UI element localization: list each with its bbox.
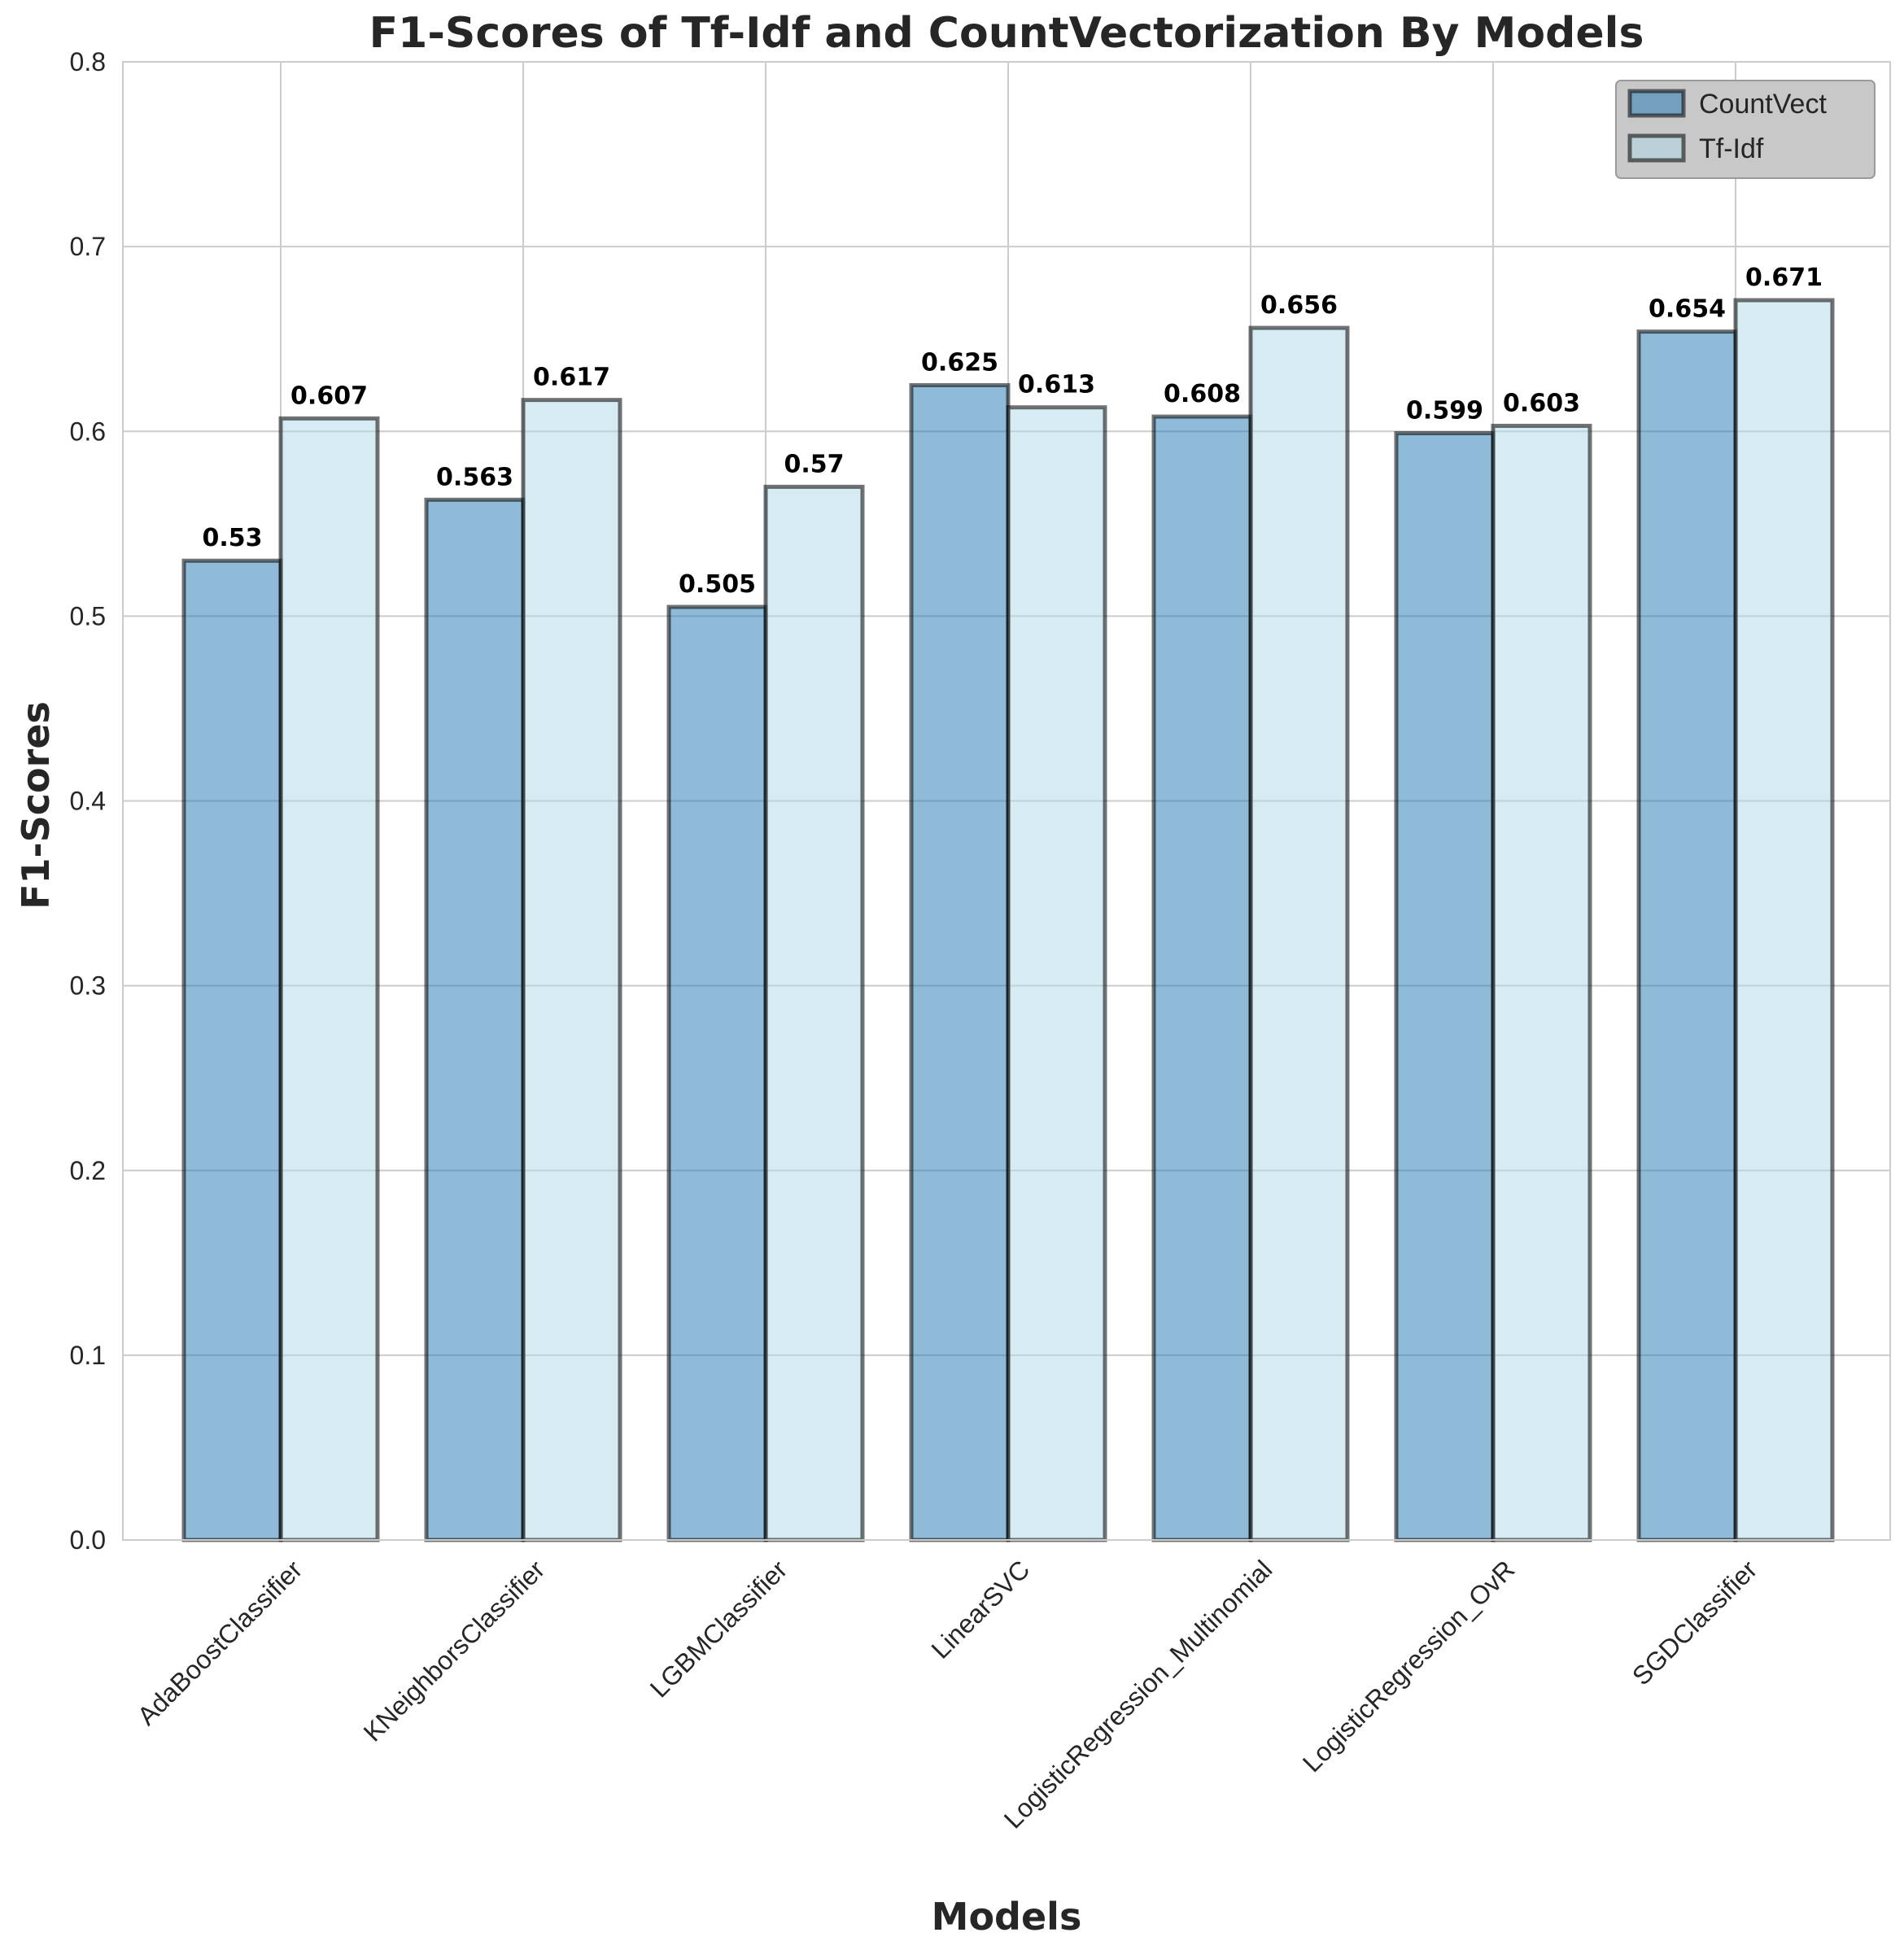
x-axis-ticks: AdaBoostClassifier KNeighborsClassifier LG… [132, 1555, 1763, 1834]
y-axis-label: F1-Scores [14, 701, 58, 910]
value-label-tfidf: 0.607 [290, 382, 368, 410]
bar-countvect [1636, 329, 1738, 1542]
x-tick-label: LGBMClassifier [644, 1555, 793, 1704]
y-tick-label: 0.5 [70, 601, 106, 630]
y-tick-label: 0.4 [70, 787, 106, 816]
value-label-countvect: 0.625 [921, 348, 998, 377]
x-axis-label: Models [932, 1895, 1082, 1939]
x-tick-label: AdaBoostClassifier [132, 1555, 308, 1731]
bar-countvect [1394, 431, 1496, 1542]
value-label-tfidf: 0.57 [784, 450, 844, 478]
bar-tfidf [1006, 405, 1107, 1542]
y-tick-label: 0.2 [70, 1156, 106, 1185]
bar-tfidf [763, 484, 865, 1542]
value-label-countvect: 0.505 [679, 570, 756, 599]
y-tick-label: 0.1 [70, 1341, 106, 1370]
bar-tfidf [1248, 325, 1350, 1542]
value-label-tfidf: 0.617 [533, 364, 610, 392]
legend-label-tfidf: Tf-Idf [1699, 133, 1764, 164]
legend: CountVect Tf-Idf [1615, 80, 1876, 179]
bar-countvect [181, 558, 283, 1542]
value-label-countvect: 0.563 [436, 463, 513, 491]
value-label-countvect: 0.599 [1406, 397, 1483, 425]
bar-tfidf [1733, 298, 1835, 1542]
chart-title: F1-Scores of Tf-Idf and CountVectorizati… [369, 9, 1644, 58]
y-axis-ticks: 0.0 0.1 0.2 0.3 0.4 0.5 0.6 0.7 0.8 [70, 47, 106, 1555]
legend-label-countvect: CountVect [1699, 89, 1827, 120]
x-tick-label: SGDClassifier [1627, 1555, 1763, 1691]
y-tick-label: 0.3 [70, 971, 106, 1001]
bar-tfidf [278, 416, 380, 1542]
x-tick-label: LogisticRegression_Multinomial [998, 1555, 1278, 1834]
bar-countvect [1151, 414, 1253, 1542]
bar-countvect [909, 382, 1011, 1542]
y-tick-label: 0.8 [70, 47, 106, 76]
legend-swatch-tfidf [1627, 133, 1686, 163]
y-tick-label: 0.6 [70, 417, 106, 446]
bar-tfidf [1491, 423, 1592, 1542]
value-label-countvect: 0.608 [1164, 380, 1241, 408]
bar-countvect [666, 604, 768, 1542]
bar-countvect [424, 497, 526, 1542]
bars [181, 298, 1835, 1542]
x-tick-label: KNeighborsClassifier [358, 1555, 551, 1747]
y-tick-label: 0.0 [70, 1525, 106, 1555]
value-labels: 0.53 0.563 0.505 0.625 0.608 0.599 0.654 0.607 0… [202, 264, 1822, 599]
value-label-tfidf: 0.603 [1503, 389, 1580, 417]
value-label-countvect: 0.654 [1649, 295, 1726, 324]
value-label-tfidf: 0.671 [1745, 264, 1823, 292]
y-tick-label: 0.7 [70, 232, 106, 261]
value-label-tfidf: 0.656 [1260, 291, 1338, 320]
value-label-tfidf: 0.613 [1018, 371, 1095, 399]
legend-swatch-countvect [1627, 89, 1686, 118]
value-label-countvect: 0.53 [202, 524, 262, 552]
bar-tfidf [521, 398, 622, 1542]
plot-frame [122, 61, 1891, 1541]
x-tick-label: LogisticRegression_OvR [1297, 1555, 1520, 1778]
x-tick-label: LinearSVC [925, 1555, 1035, 1664]
